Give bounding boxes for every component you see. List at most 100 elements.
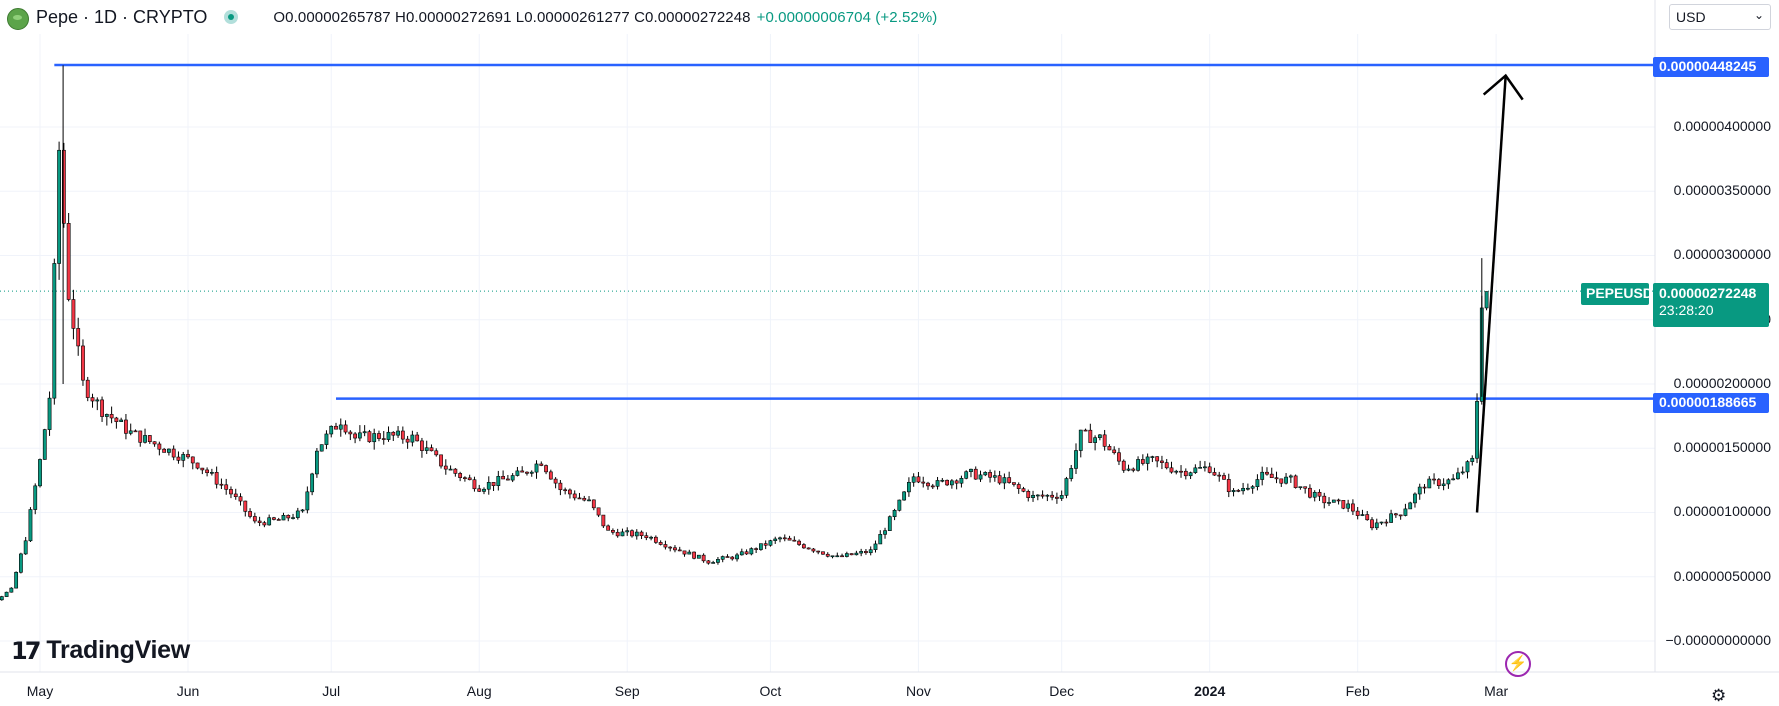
candle-body (806, 547, 811, 550)
candle-body (38, 459, 42, 487)
candle-body (606, 525, 611, 531)
candle-body (1460, 471, 1465, 474)
candle-body (329, 425, 334, 435)
candle-body (864, 551, 868, 554)
candle-body (138, 430, 143, 443)
candle-body (281, 514, 286, 521)
x-tick-label: Oct (759, 683, 782, 699)
candle-body (1269, 473, 1274, 479)
candle-body (1050, 494, 1055, 498)
candle-body (23, 540, 28, 555)
candle-body (119, 419, 124, 422)
candle-body (90, 397, 95, 402)
candle-body (892, 509, 897, 518)
candle-body (782, 537, 787, 540)
candle-body (1355, 510, 1360, 516)
candle-body (835, 555, 840, 558)
currency-select[interactable]: USD ⌄ (1669, 4, 1771, 30)
candle-body (630, 530, 634, 537)
level-tag-resistance: 0.00000188665 (1653, 393, 1769, 413)
candle-body (911, 476, 916, 483)
candle-body (1145, 456, 1150, 464)
candle-body (233, 493, 238, 497)
candle-body (1484, 291, 1489, 309)
lightning-event-icon[interactable]: ⚡ (1505, 651, 1531, 677)
market-status-icon[interactable] (224, 10, 238, 24)
candle-body (1446, 479, 1451, 485)
candle-body (424, 447, 429, 451)
candle-body (1413, 493, 1417, 504)
last-price-value: 0.00000272248 (1659, 285, 1757, 301)
candle-body (677, 549, 682, 552)
x-tick-label: May (26, 683, 54, 699)
candle-body (1279, 478, 1284, 484)
candle-body (453, 468, 458, 474)
x-tick-label: Feb (1345, 683, 1370, 699)
candle-body (539, 463, 544, 466)
candle-body (52, 263, 57, 399)
candle-body (71, 299, 76, 329)
candle-body (1217, 474, 1222, 477)
candle-body (57, 149, 61, 264)
candle-body (940, 479, 945, 482)
candle-body (544, 465, 548, 473)
candle-body (1226, 479, 1231, 493)
candle-body (716, 559, 720, 563)
candle-body (229, 489, 233, 495)
candle-body (1183, 470, 1188, 477)
candle-body (1408, 502, 1413, 510)
y-tick-label: 0.00000300000 (1673, 246, 1771, 263)
candle-body (563, 489, 568, 492)
symbol-title[interactable]: Pepe · 1D · CRYPTO (36, 6, 208, 27)
candle-body (773, 538, 778, 541)
candle-body (1126, 468, 1131, 471)
chevron-down-icon: ⌄ (1753, 8, 1764, 22)
candle-body (969, 468, 973, 473)
candle-body (525, 471, 529, 474)
candle-body (14, 571, 19, 589)
level-tag-high: 0.00000448245 (1653, 57, 1769, 77)
candle-body (1241, 488, 1245, 492)
candlestick-series (0, 65, 1489, 601)
candle-body (315, 450, 319, 475)
candle-body (1002, 477, 1007, 484)
candle-body (463, 477, 467, 479)
candle-body (162, 448, 167, 453)
chart-settings-icon[interactable]: ⚙ (1711, 686, 1727, 705)
candle-body (429, 447, 434, 452)
candle-body (4, 591, 9, 597)
x-tick-label: Mar (1484, 683, 1509, 699)
candle-body (295, 510, 300, 518)
candle-body (682, 550, 687, 555)
candle-body (1174, 470, 1179, 473)
candle-body (1441, 483, 1446, 486)
price-change: +0.00000006704 (+2.52%) (756, 8, 938, 26)
candle-body (28, 509, 33, 542)
candle-body (1140, 459, 1145, 464)
candle-body (1045, 494, 1050, 497)
y-tick-label: 0.00000350000 (1673, 182, 1771, 199)
candle-body (887, 516, 892, 531)
tradingview-logo[interactable]: 17 TradingView (11, 636, 190, 665)
candle-body (291, 517, 295, 519)
candle-body (338, 424, 343, 430)
candle-body (859, 551, 864, 554)
ohlc-values: O0.00000265787 H0.00000272691 L0.0000026… (273, 8, 751, 26)
candle-body (167, 448, 171, 453)
candle-body (1465, 461, 1470, 473)
candle-body (1203, 466, 1207, 469)
candle-body (792, 539, 797, 542)
candle-body (978, 474, 983, 480)
candle-body (1327, 502, 1331, 504)
x-tick-label: Jul (322, 683, 341, 699)
candle-body (868, 549, 873, 554)
candle-body (1312, 491, 1317, 498)
candle-body (825, 553, 830, 557)
candle-body (381, 438, 386, 440)
x-tick-label: 2024 (1194, 683, 1226, 699)
candle-body (730, 556, 735, 560)
candle-body (973, 468, 978, 480)
candle-body (749, 548, 754, 555)
candle-body (572, 493, 577, 499)
